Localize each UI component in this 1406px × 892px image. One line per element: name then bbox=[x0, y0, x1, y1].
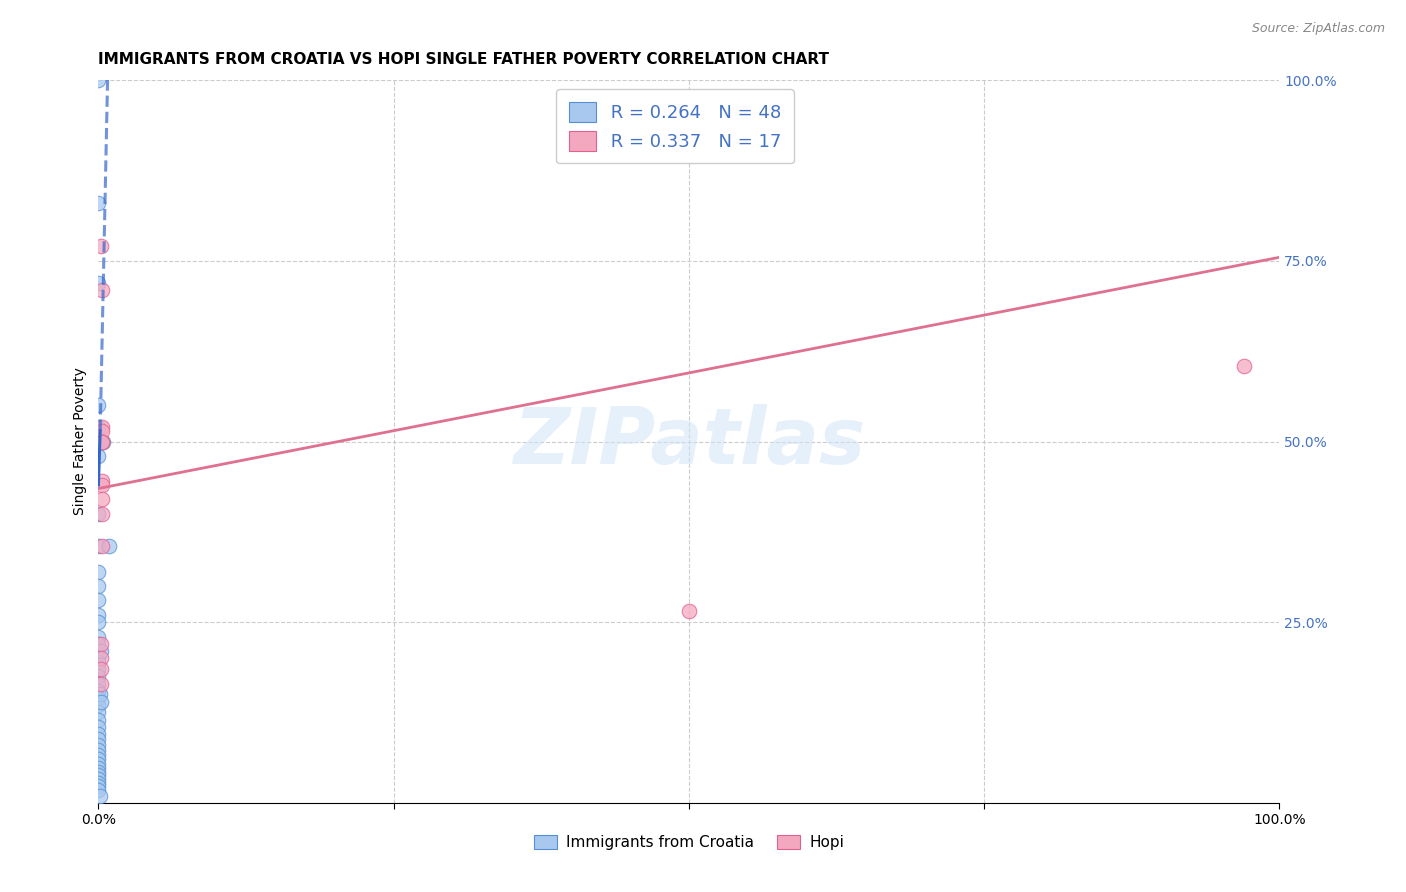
Point bbox=[91, 507, 114, 521]
Point bbox=[87, 507, 110, 521]
Point bbox=[90, 676, 112, 690]
Point bbox=[87, 637, 110, 651]
Text: Source: ZipAtlas.com: Source: ZipAtlas.com bbox=[1251, 22, 1385, 36]
Point bbox=[87, 764, 110, 779]
Y-axis label: Single Father Poverty: Single Father Poverty bbox=[73, 368, 87, 516]
Point bbox=[90, 695, 112, 709]
Point bbox=[1233, 359, 1256, 373]
Point bbox=[91, 478, 114, 492]
Point bbox=[87, 748, 110, 763]
Point bbox=[91, 434, 114, 449]
Point bbox=[87, 420, 110, 434]
Point bbox=[87, 698, 110, 713]
Point bbox=[98, 539, 121, 553]
Point bbox=[87, 768, 110, 782]
Point bbox=[87, 775, 110, 789]
Point bbox=[87, 607, 110, 622]
Point bbox=[87, 732, 110, 747]
Point bbox=[87, 539, 110, 553]
Point bbox=[87, 683, 110, 698]
Point bbox=[87, 630, 110, 644]
Point bbox=[87, 720, 110, 734]
Point bbox=[87, 662, 110, 676]
Point bbox=[87, 593, 110, 607]
Point bbox=[87, 752, 110, 766]
Point bbox=[87, 579, 110, 593]
Point bbox=[87, 615, 110, 630]
Point bbox=[90, 637, 112, 651]
Point bbox=[87, 676, 110, 690]
Text: IMMIGRANTS FROM CROATIA VS HOPI SINGLE FATHER POVERTY CORRELATION CHART: IMMIGRANTS FROM CROATIA VS HOPI SINGLE F… bbox=[98, 52, 830, 67]
Point bbox=[87, 713, 110, 727]
Point bbox=[89, 687, 111, 701]
Point bbox=[91, 434, 114, 449]
Point bbox=[91, 434, 114, 449]
Point bbox=[87, 655, 110, 669]
Point bbox=[87, 761, 110, 775]
Point bbox=[90, 662, 112, 676]
Point bbox=[87, 727, 110, 741]
Point bbox=[87, 276, 110, 290]
Point bbox=[91, 420, 114, 434]
Text: ZIPatlas: ZIPatlas bbox=[513, 403, 865, 480]
Point bbox=[87, 196, 110, 211]
Point bbox=[91, 424, 114, 438]
Point bbox=[87, 772, 110, 786]
Point bbox=[90, 644, 112, 658]
Point bbox=[91, 475, 114, 489]
Point bbox=[91, 492, 114, 507]
Point bbox=[89, 789, 111, 803]
Point bbox=[91, 539, 114, 553]
Point bbox=[87, 738, 110, 752]
Point bbox=[87, 779, 110, 793]
Point bbox=[87, 434, 110, 449]
Point bbox=[87, 398, 110, 412]
Point bbox=[87, 73, 110, 87]
Point bbox=[87, 782, 110, 797]
Point bbox=[90, 239, 112, 253]
Point bbox=[87, 449, 110, 463]
Point bbox=[87, 669, 110, 683]
Point bbox=[87, 565, 110, 579]
Point bbox=[87, 691, 110, 706]
Point bbox=[87, 706, 110, 720]
Point bbox=[91, 283, 114, 297]
Point bbox=[678, 604, 700, 618]
Legend: Immigrants from Croatia, Hopi: Immigrants from Croatia, Hopi bbox=[527, 830, 851, 856]
Point bbox=[90, 651, 112, 665]
Point bbox=[87, 756, 110, 771]
Point bbox=[87, 743, 110, 757]
Point bbox=[87, 651, 110, 665]
Point bbox=[91, 434, 114, 449]
